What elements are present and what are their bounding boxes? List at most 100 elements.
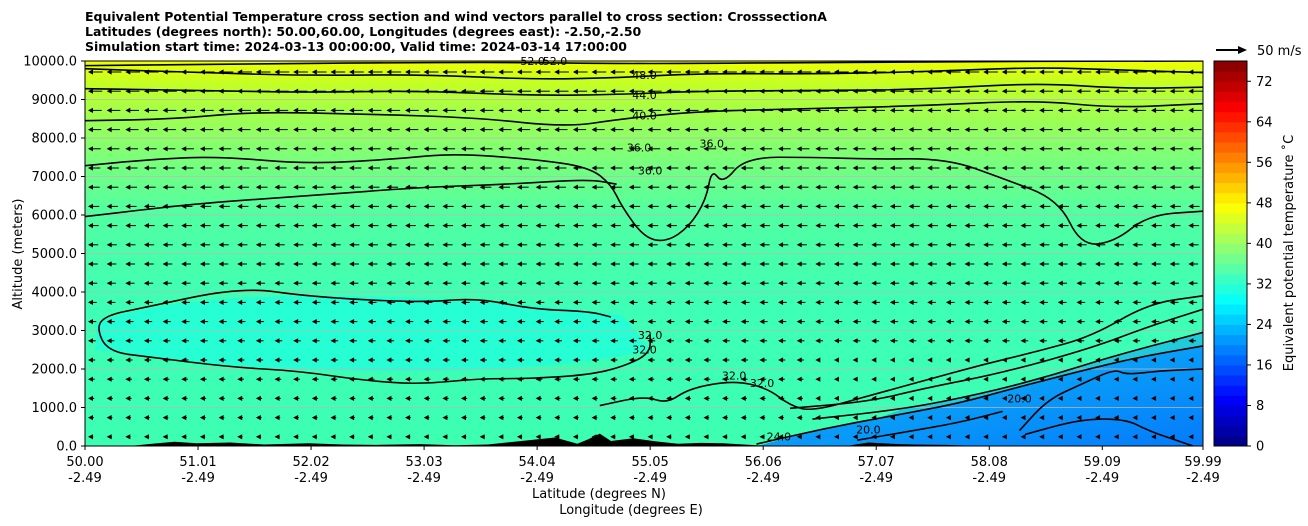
wind-vector-head [293,415,299,421]
wind-vector [703,88,718,94]
wind-vector [106,165,119,171]
wind-vector [535,146,549,152]
wind-vector [834,280,844,286]
wind-vector-head [927,338,933,344]
wind-vector [684,88,700,94]
colorbar-band [1214,182,1247,194]
wind-vector-head [1001,338,1007,344]
wind-vector-head [740,415,746,421]
wind-vector-head [125,434,131,440]
wind-vector-head [1001,146,1007,152]
wind-vector [852,223,864,229]
wind-vector-head [852,146,858,152]
wind-vector [106,127,120,133]
wind-vector-head [871,319,877,325]
wind-vector [535,299,545,305]
wind-vector [1169,88,1184,94]
wind-vector [1169,261,1180,267]
wind-vector-head [778,242,784,248]
wind-vector-head [908,376,914,382]
wind-vector-head [1132,203,1138,209]
wind-vector [1169,107,1184,113]
wind-vector-head [759,280,765,286]
wind-vector-head [386,395,392,401]
wind-vector-head [199,242,205,248]
wind-vector [143,395,151,401]
wind-vector-head [1169,184,1175,190]
wind-vector-head [106,165,112,171]
wind-vector [834,88,849,94]
wind-vector [143,299,153,305]
wind-vector-head [1001,203,1007,209]
wind-vector-head [88,69,93,75]
wind-vector-head [293,203,299,209]
wind-vector [1076,203,1088,209]
wind-vector [554,357,562,363]
wind-vector [1113,434,1119,440]
wind-vector [405,127,419,133]
wind-vector [349,280,359,286]
wind-vector [461,184,473,190]
wind-vector [405,299,414,305]
wind-vector [442,242,453,248]
wind-vector-head [591,299,597,305]
wind-vector [199,127,214,133]
wind-vector [647,319,656,325]
wind-vector-head [628,146,634,152]
wind-vector [815,184,828,190]
wind-vector [983,69,998,75]
wind-vector [1039,88,1054,94]
wind-vector-head [666,319,672,325]
wind-vector [1057,107,1072,113]
wind-vector [759,146,773,152]
wind-vector-head [1076,338,1082,344]
wind-vector [1001,338,1010,344]
wind-vector [983,434,989,440]
wind-vector-head [461,261,466,267]
wind-vector [330,203,342,209]
wind-vector-head [647,184,653,190]
wind-vector-head [293,69,299,75]
wind-vector [1039,69,1054,75]
wind-vector-head [572,184,578,190]
wind-vector [628,434,635,440]
wind-vector-head [628,88,634,94]
wind-vector [684,280,695,286]
wind-vector [647,88,662,94]
wind-vector-head [143,107,149,113]
wind-vector [703,376,711,382]
wind-vector-head [181,261,187,267]
wind-vector-head [796,127,802,133]
wind-vector [815,338,824,344]
wind-vector-head [461,299,466,305]
wind-vector-head [871,280,877,286]
wind-vector-head [983,88,989,94]
wind-vector-head [703,338,709,344]
wind-vector-head [1188,357,1194,363]
colorbar-band [1214,212,1247,224]
wind-vector-head [1188,69,1194,75]
wind-vector-head [199,357,205,363]
wind-vector-head [1057,107,1063,113]
wind-vector-head [405,338,411,344]
wind-vector [199,146,213,152]
wind-vector [125,280,135,286]
wind-vector-head [442,376,448,382]
wind-vector-head [722,415,728,421]
wind-vector-head [572,415,578,421]
x-tick-label-lat: 59.99 [1184,455,1221,470]
wind-vector-head [181,357,187,363]
wind-vector [442,338,451,344]
wind-vector [237,395,244,401]
wind-vector-head [386,242,392,248]
wind-vector [796,223,808,229]
wind-vector-head [852,338,858,344]
terrain-profile [85,433,1203,446]
wind-vector-head [703,203,709,209]
wind-vector [479,88,494,94]
wind-vector [759,338,768,344]
wind-vector-head [647,280,653,286]
wind-vector-head [722,357,728,363]
wind-vector-head [964,319,970,325]
wind-vector-head [666,338,672,344]
